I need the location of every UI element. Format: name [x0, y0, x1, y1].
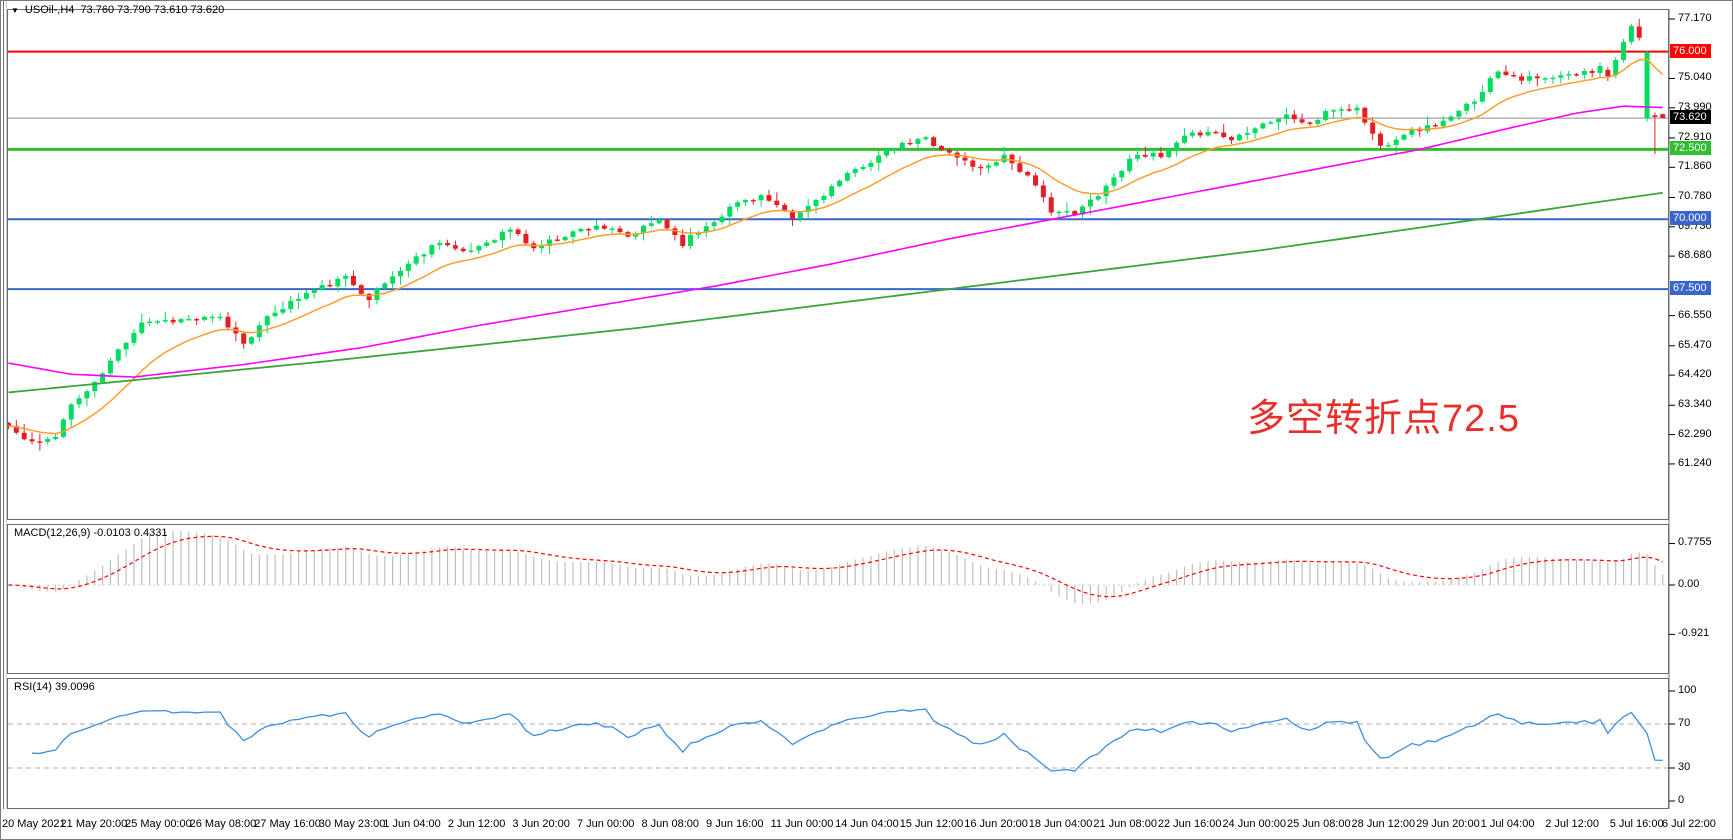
rsi-indicator-label: RSI(14) 39.0096	[14, 681, 95, 693]
time-axis-label: 7 Jun 00:00	[576, 818, 635, 830]
time-axis-label: 9 Jun 16:00	[706, 818, 764, 830]
price-axis-label: 75.040	[1678, 71, 1712, 84]
time-axis-label: 18 Jun 04:00	[1028, 818, 1093, 830]
macd-axis-label: 0.00	[1678, 578, 1700, 590]
price-axis-badge: 70.000	[1670, 211, 1711, 226]
rsi-axis-label: 0	[1678, 794, 1685, 806]
time-axis-label: 5 Jul 16:00	[1609, 818, 1664, 830]
ohlc-quote-label: 73.760 73.790 73.610 73.620	[80, 4, 225, 16]
time-axis-label: 20 May 2021	[2, 818, 66, 830]
price-axis-badge: 73.620	[1670, 110, 1711, 125]
price-chart-panel[interactable]	[7, 9, 1669, 520]
chart-text-annotation: 多空转折点72.5	[1247, 398, 1520, 440]
rsi-axis-label: 70	[1678, 717, 1691, 729]
time-axis-label: 25 Jun 08:00	[1287, 818, 1351, 830]
time-axis-label: 28 Jun 12:00	[1351, 818, 1416, 830]
macd-panel[interactable]	[7, 524, 1669, 674]
window-left-edge-inner	[6, 1, 7, 839]
time-axis-label: 27 May 16:00	[254, 818, 321, 830]
time-axis-label: 30 May 23:00	[318, 818, 386, 830]
window-left-edge	[3, 1, 4, 839]
price-axis-label: 70.780	[1678, 190, 1712, 203]
rsi-panel[interactable]	[7, 678, 1669, 809]
macd-axis-label: 0.7755	[1678, 536, 1712, 549]
time-axis-label: 25 May 00:00	[125, 818, 192, 830]
chevron-down-icon[interactable]: ▼	[11, 5, 19, 15]
time-axis-label: 26 May 08:00	[189, 818, 257, 830]
price-axis-label: 64.420	[1678, 368, 1712, 381]
time-axis-label: 8 Jun 08:00	[641, 818, 700, 830]
price-axis-label: 71.860	[1678, 160, 1712, 173]
time-axis-label: 2 Jul 12:00	[1545, 818, 1600, 830]
price-axis-badge: 67.500	[1670, 281, 1711, 296]
time-axis-label: 21 Jun 08:00	[1093, 818, 1157, 830]
time-axis-label: 14 Jun 04:00	[835, 818, 899, 830]
time-axis-label: 1 Jun 04:00	[383, 818, 441, 830]
symbol-period-label: USOil-,H4	[24, 4, 75, 16]
time-axis[interactable]	[1, 809, 1732, 839]
time-axis-label: 11 Jun 00:00	[770, 818, 834, 830]
time-axis-label: 2 Jun 12:00	[447, 818, 506, 830]
price-axis-badge: 76.000	[1670, 43, 1711, 58]
time-axis-label: 1 Jul 04:00	[1480, 818, 1535, 830]
time-axis-label: 3 Jun 20:00	[512, 818, 570, 830]
price-axis-label: 66.550	[1678, 308, 1712, 321]
price-axis-label: 77.170	[1678, 12, 1712, 24]
rsi-axis-label: 100	[1678, 684, 1697, 696]
macd-axis-label: -0.921	[1678, 627, 1710, 640]
macd-indicator-label: MACD(12,26,9) -0.0103 0.4331	[14, 527, 168, 539]
price-axis-label: 61.240	[1678, 456, 1712, 469]
time-axis-label: 15 Jun 12:00	[899, 818, 964, 830]
rsi-axis-label: 30	[1678, 761, 1691, 773]
time-axis-label: 29 Jun 20:00	[1416, 818, 1480, 830]
price-axis-label: 63.340	[1678, 398, 1712, 411]
price-axis-label: 62.290	[1678, 427, 1712, 440]
price-axis-label: 73.990	[1678, 100, 1712, 113]
price-axis-badge: 72.500	[1670, 141, 1711, 156]
time-axis-label: 22 Jun 16:00	[1157, 818, 1222, 830]
time-axis-label: 16 Jun 20:00	[964, 818, 1028, 830]
time-axis-label: 21 May 20:00	[60, 818, 128, 830]
chart-title-bar: ▼ USOil-,H4 73.760 73.790 73.610 73.620	[11, 4, 224, 16]
price-axis-label: 68.680	[1678, 249, 1712, 262]
price-axis-label: 65.470	[1678, 338, 1712, 351]
price-axis-label: 72.910	[1678, 130, 1712, 143]
time-axis-label: 6 Jul 22:00	[1662, 818, 1716, 830]
time-axis-label: 24 Jun 00:00	[1222, 818, 1287, 830]
